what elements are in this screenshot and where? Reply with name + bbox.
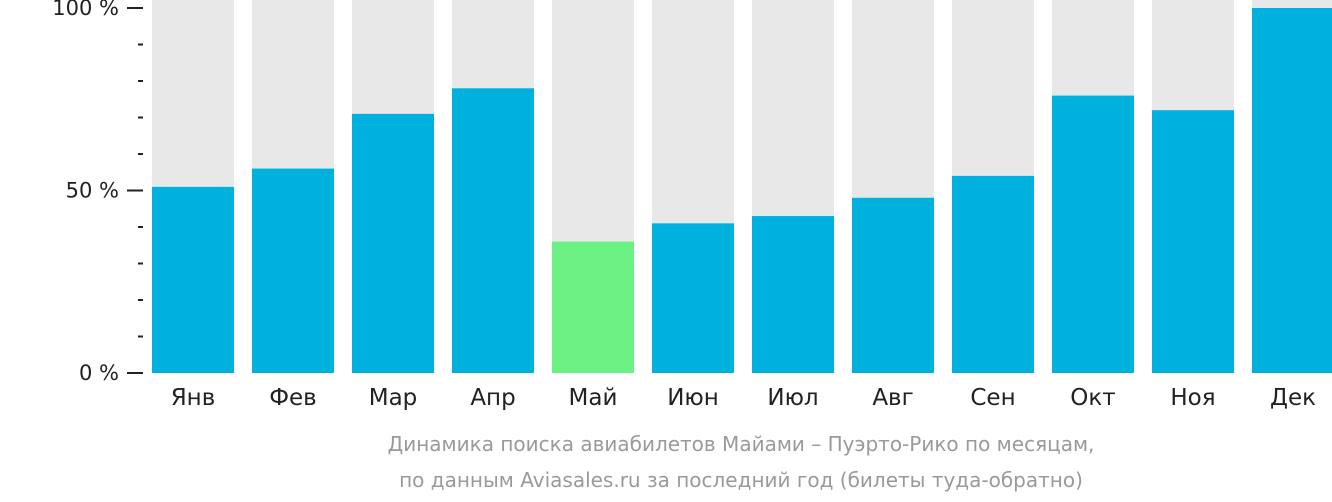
bar-10 [1052, 95, 1134, 373]
bar-7 [752, 216, 834, 373]
x-tick-label-3: Мар [369, 385, 418, 411]
bar-9 [952, 175, 1034, 373]
x-tick-label-8: Авг [872, 385, 913, 411]
x-tick-label-9: Сен [970, 385, 1015, 411]
x-tick-label-4: Апр [470, 385, 515, 411]
bar-1 [152, 186, 234, 373]
x-tick-label-11: Ноя [1170, 385, 1215, 411]
bar-6 [652, 223, 734, 373]
x-tick-label-5: Май [569, 385, 618, 411]
x-tick-label-1: Янв [171, 385, 216, 411]
x-tick-label-12: Дек [1270, 385, 1316, 411]
x-tick-label-7: Июл [767, 385, 818, 411]
bar-12 [1252, 8, 1332, 373]
x-tick-label-2: Фев [269, 385, 317, 411]
bar-5 [552, 241, 634, 373]
bar-2 [252, 168, 334, 373]
y-tick-label-1: 100 % [52, 0, 119, 20]
y-tick-label-3: 0 % [79, 361, 119, 385]
bar-3 [352, 113, 434, 373]
x-tick-label-6: Июн [667, 385, 719, 411]
chart-caption-line-1: Динамика поиска авиабилетов Майами – Пуэ… [387, 432, 1095, 456]
y-tick-label-2: 50 % [66, 179, 119, 203]
bar-4 [452, 88, 534, 374]
x-tick-label-10: Окт [1070, 385, 1115, 411]
chart-caption-line-2: по данным Aviasales.ru за последний год … [399, 468, 1083, 492]
bar-8 [852, 197, 934, 373]
bar-chart: Янв Фев Мар Апр Май Июн Июл Авг Сен Окт Ноя Дек 100 … [52, 0, 1332, 411]
bar-11 [1152, 110, 1234, 373]
